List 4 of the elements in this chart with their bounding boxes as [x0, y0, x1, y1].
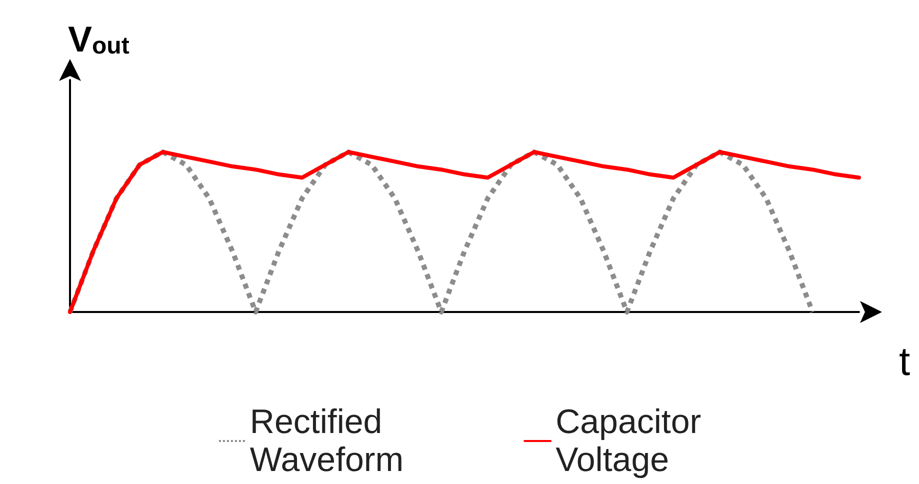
y-axis-title: Vout: [68, 18, 130, 60]
legend-label: Rectified Waveform: [250, 403, 404, 479]
x-axis-title: t: [899, 340, 910, 384]
legend-label: Capacitor Voltage: [556, 403, 702, 479]
